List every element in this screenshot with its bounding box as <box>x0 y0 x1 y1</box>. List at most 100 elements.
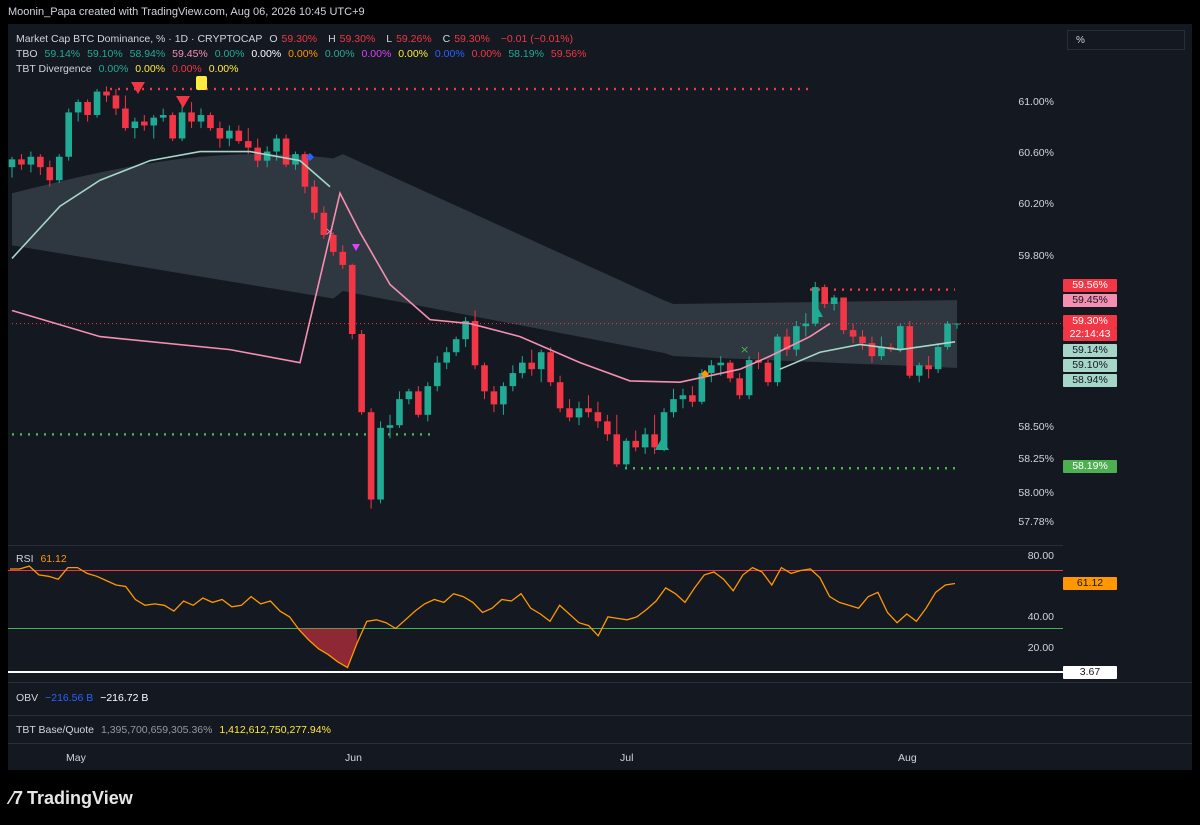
tbo-cloud-band <box>12 154 957 368</box>
tradingview-logo-icon: ⁄7 <box>10 788 24 808</box>
ohlc-close: C 59.30% <box>442 33 490 45</box>
candle-body <box>150 117 158 126</box>
cross-marker-icon: × <box>740 343 749 356</box>
candle-body <box>604 421 611 435</box>
candle-body <box>736 378 743 396</box>
candle-body <box>37 156 44 168</box>
tbt-div-value: 0.00% <box>208 63 239 75</box>
tbo-value: 58.94% <box>129 48 166 60</box>
rsi-low-tag: 3.67 <box>1063 666 1117 679</box>
tbo-value: 58.19% <box>508 48 544 60</box>
candle-body <box>188 112 195 122</box>
candle-body <box>348 264 356 334</box>
diamond-marker-icon <box>701 370 709 378</box>
last-price-tag: 59.30% <box>1063 315 1117 328</box>
tbt-bq-value: 1,412,612,750,277.94% <box>219 724 331 736</box>
time-tick: May <box>66 752 86 764</box>
pane-separator[interactable] <box>8 715 1192 716</box>
candle-body <box>821 287 828 305</box>
tbo-value: 59.14% <box>44 48 81 60</box>
ohlc-low: L 59.26% <box>386 33 432 45</box>
tbo-value: 0.00% <box>471 48 502 60</box>
rsi-tick: 40.00 <box>1027 611 1054 623</box>
candle-body <box>509 373 517 387</box>
tradingview-brand[interactable]: ⁄7 TradingView <box>10 788 133 808</box>
buy-signal-icon <box>655 438 669 450</box>
candle-body <box>55 156 63 181</box>
tbo-fast-price-tag: 59.14% <box>1063 344 1117 357</box>
pane-separator[interactable] <box>8 682 1192 683</box>
candle-body <box>670 399 677 413</box>
candle-body <box>263 151 271 161</box>
divergence-marker-icon <box>352 244 360 251</box>
candle-body <box>122 108 129 129</box>
ohlc-high: H 59.30% <box>328 33 376 45</box>
candle-body <box>651 434 658 448</box>
candle-body <box>679 395 687 400</box>
ohlc-open: O 59.30% <box>269 33 318 45</box>
rsi-tick: 20.00 <box>1027 642 1054 654</box>
tbt-base-quote-legend[interactable]: TBT Base/Quote 1,395,700,659,305.36% 1,4… <box>16 724 335 736</box>
candle-body <box>622 440 630 465</box>
candle-body <box>585 408 592 413</box>
candle-body <box>93 91 101 116</box>
candle-body <box>131 121 139 129</box>
rsi-legend[interactable]: RSI 61.12 <box>16 553 71 565</box>
chart-credit: Moonin_Papa created with TradingView.com… <box>8 6 365 18</box>
tbo-value: 0.00% <box>288 48 318 60</box>
candle-body <box>8 159 16 168</box>
tbt-bq-value: 1,395,700,659,305.36% <box>100 724 213 736</box>
candle-body <box>934 347 942 370</box>
candle-body <box>197 115 205 122</box>
price-tick: 59.80% <box>1018 250 1054 262</box>
price-tick: 58.50% <box>1018 421 1054 433</box>
ema-pink-price-tag: 59.45% <box>1063 294 1117 307</box>
tbo-value: 0.00% <box>324 48 355 60</box>
rsi-name: RSI <box>16 553 34 565</box>
rsi-tick: 80.00 <box>1027 550 1054 562</box>
tbo-value: 59.45% <box>172 48 208 60</box>
resistance-price-tag: 59.56% <box>1063 279 1117 292</box>
candle-body <box>405 391 413 400</box>
candle-body <box>386 425 394 428</box>
candle-body <box>339 251 347 265</box>
symbol-legend[interactable]: Market Cap BTC Dominance, % · 1D · CRYPT… <box>16 33 577 45</box>
pane-separator[interactable] <box>8 743 1192 744</box>
tbo-legend[interactable]: TBO 59.14% 59.10% 58.94% 59.45% 0.00% 0.… <box>16 48 591 60</box>
candle-body <box>235 130 243 142</box>
candle-body <box>311 186 318 213</box>
tbo-value: 0.00% <box>398 48 428 60</box>
candle-body <box>660 412 668 448</box>
candle-body <box>273 138 280 152</box>
candle-body <box>641 434 649 448</box>
tbo-mid-price-tag: 59.10% <box>1063 359 1117 372</box>
candle-body <box>537 352 545 370</box>
candle-body <box>490 391 498 405</box>
candle-body <box>689 395 696 402</box>
candle-body <box>897 326 904 350</box>
obv-legend[interactable]: OBV −216.56 B −216.72 B <box>16 692 152 704</box>
candle-body <box>745 360 753 396</box>
unit-selector[interactable]: % <box>1067 30 1185 50</box>
candle-body <box>906 326 914 376</box>
candle-body <box>953 323 961 325</box>
price-tick: 57.78% <box>1018 516 1054 528</box>
candle-body <box>925 365 932 370</box>
candle-body <box>112 95 120 109</box>
candle-body <box>802 323 810 327</box>
ema-pink-line <box>11 190 831 384</box>
candle-body <box>462 320 469 340</box>
candle-body <box>216 128 224 139</box>
candle-body <box>774 336 781 383</box>
price-tick: 60.60% <box>1018 147 1054 159</box>
candle-body <box>178 112 186 139</box>
candle-body <box>159 115 167 118</box>
candle-body <box>367 412 375 500</box>
tbo-value: 0.00% <box>214 48 245 60</box>
pane-separator[interactable] <box>8 545 1063 546</box>
candle-body <box>566 408 573 418</box>
candle-body <box>141 121 148 126</box>
tbt-divergence-legend[interactable]: TBT Divergence 0.00% 0.00% 0.00% 0.00% <box>16 63 242 75</box>
price-tick: 60.20% <box>1018 198 1054 210</box>
